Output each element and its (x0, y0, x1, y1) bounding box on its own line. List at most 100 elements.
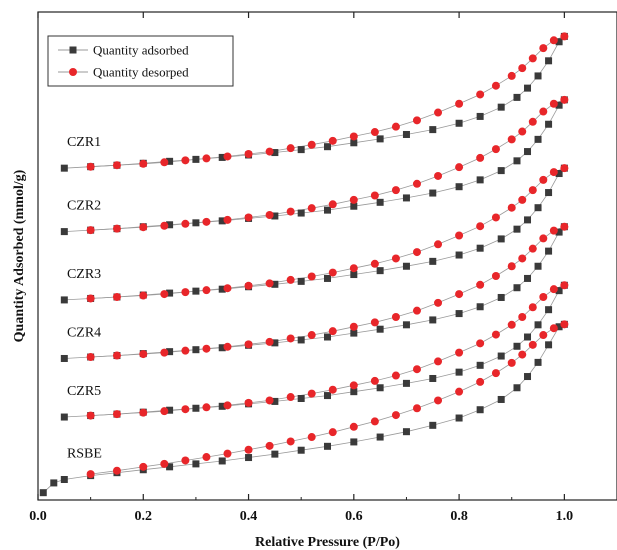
desorbed-point (286, 334, 295, 343)
desorbed-point (518, 313, 527, 321)
desorbed-point (491, 330, 500, 339)
adsorbed-point (376, 325, 384, 333)
desorbed-point (539, 175, 548, 184)
adsorbed-point (455, 414, 463, 422)
adsorbed-point (524, 216, 532, 224)
x-tick-label: 0.2 (135, 509, 153, 524)
adsorbed-point (524, 148, 532, 156)
desorbed-point (518, 254, 527, 263)
adsorbed-point (376, 135, 384, 143)
adsorbed-point (429, 126, 437, 134)
desorbed-point (265, 396, 274, 405)
adsorbed-point (513, 284, 521, 292)
adsorbed-point (534, 135, 542, 143)
desorbed-point (265, 147, 274, 156)
desorbed-point (181, 288, 190, 297)
desorbed-point (518, 127, 527, 136)
desorbed-point (560, 222, 569, 231)
adsorbed-point (545, 247, 553, 255)
series-rsbe: RSBE (39, 320, 569, 497)
adsorption-line (64, 99, 565, 232)
desorbed-point (112, 224, 121, 233)
adsorbed-point (476, 303, 484, 311)
series-label-czr5: CZR5 (67, 384, 101, 399)
x-tick-label: 0.6 (345, 509, 363, 524)
series-label-czr2: CZR2 (67, 199, 101, 214)
adsorbed-point (192, 404, 200, 412)
adsorbed-point (166, 406, 174, 414)
adsorbed-point (555, 170, 563, 178)
desorbed-point (539, 44, 548, 53)
adsorbed-point (455, 368, 463, 376)
desorbed-point (223, 401, 232, 410)
adsorbed-point (376, 267, 384, 275)
adsorbed-point (429, 374, 437, 382)
desorbed-point (160, 290, 169, 299)
adsorbed-point (402, 194, 410, 202)
x-tick-label: 0.0 (29, 509, 47, 524)
desorbed-point (328, 385, 337, 394)
adsorbed-point (513, 342, 521, 350)
adsorbed-point (324, 442, 331, 450)
desorbed-point (244, 213, 253, 222)
series-czr5: CZR5 (60, 281, 569, 421)
desorbed-point (86, 411, 95, 420)
desorbed-point (202, 344, 211, 353)
adsorbed-point (271, 149, 279, 157)
desorbed-point (112, 351, 121, 360)
adsorbed-point (476, 112, 484, 120)
desorption-line (90, 323, 565, 475)
desorbed-point (491, 81, 500, 90)
desorbed-point (139, 350, 148, 359)
desorbed-point (455, 387, 464, 396)
desorbed-point (223, 449, 232, 458)
adsorbed-point (476, 406, 484, 414)
desorbed-point (455, 163, 464, 172)
series-label-czr1: CZR1 (67, 135, 101, 150)
desorbed-point (476, 339, 485, 348)
desorbed-point (549, 285, 558, 294)
desorbed-point (86, 226, 95, 235)
desorbed-point (455, 348, 464, 357)
desorbed-point (139, 223, 148, 232)
desorbed-point (286, 393, 295, 402)
adsorbed-point (297, 446, 305, 454)
adsorbed-point (350, 139, 358, 147)
desorbed-point (434, 171, 443, 180)
desorbed-point (412, 179, 421, 188)
series-label-rsbe: RSBE (67, 447, 102, 462)
desorbed-point (391, 313, 400, 321)
adsorbed-point (555, 38, 563, 46)
desorbed-point (412, 404, 421, 413)
adsorption-line (64, 226, 565, 359)
desorbed-point (139, 408, 148, 417)
desorbed-point (370, 128, 379, 137)
series-label-czr4: CZR4 (67, 325, 101, 340)
adsorbed-point (60, 476, 68, 484)
desorbed-point (265, 441, 274, 450)
adsorbed-point (534, 358, 542, 366)
desorbed-point (391, 411, 400, 420)
adsorbed-point (297, 394, 305, 402)
desorbed-point (349, 422, 358, 431)
series-czr3: CZR3 (60, 164, 569, 304)
adsorbed-point (350, 388, 358, 396)
legend-box (47, 35, 234, 87)
x-axis-title: Relative Pressure (P/Po) (255, 535, 400, 550)
desorbed-point (349, 195, 358, 204)
adsorbed-point (524, 373, 532, 381)
desorbed-point (491, 145, 500, 154)
desorbed-point (328, 327, 337, 336)
desorbed-point (434, 357, 443, 366)
series-czr1: CZR1 (60, 32, 569, 172)
x-tick-label: 1.0 (556, 509, 574, 524)
adsorbed-point (429, 316, 437, 324)
desorbed-point (560, 164, 569, 173)
desorbed-point (86, 470, 95, 479)
adsorbed-point (497, 352, 505, 360)
desorbed-point (307, 331, 316, 340)
desorbed-point (476, 377, 485, 386)
adsorbed-point (324, 143, 331, 151)
desorbed-point (349, 264, 358, 273)
